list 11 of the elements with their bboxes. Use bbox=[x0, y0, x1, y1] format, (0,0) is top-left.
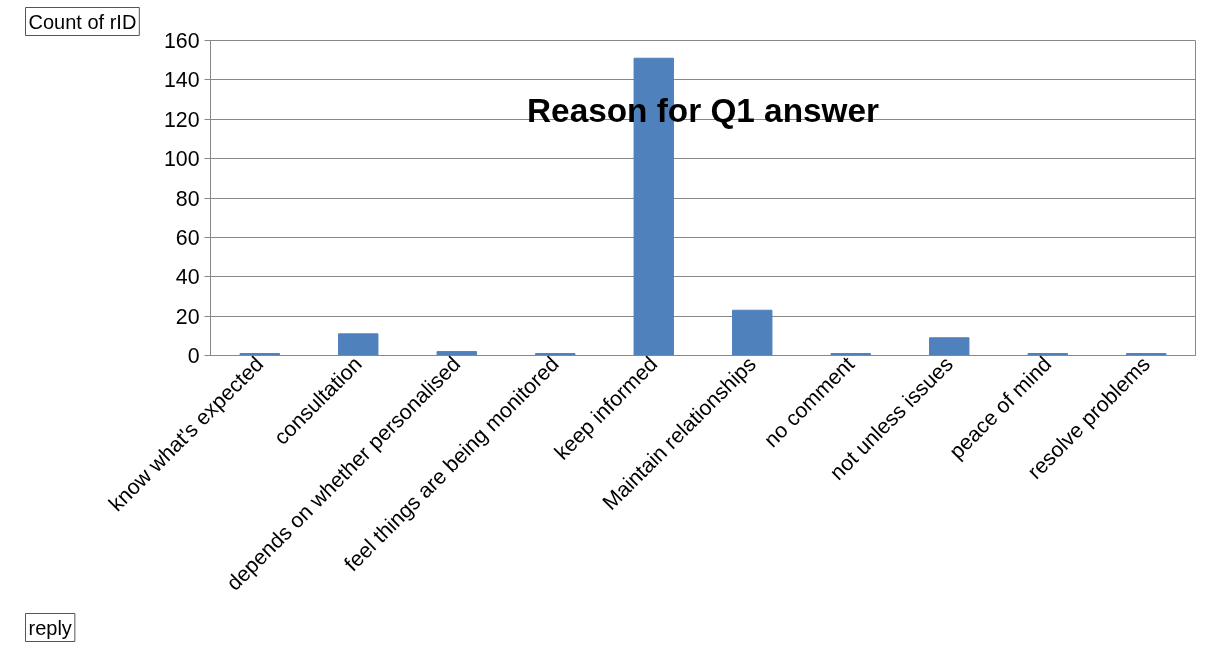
y-tick-label: 140 bbox=[163, 68, 200, 93]
y-tick-label: 60 bbox=[175, 225, 200, 250]
y-tick-label: 80 bbox=[175, 186, 200, 211]
y-axis-title: Count of rID bbox=[28, 10, 137, 33]
y-tick-label: 0 bbox=[187, 344, 200, 368]
x-axis-title: reply bbox=[28, 616, 72, 639]
y-tick-label: 40 bbox=[175, 265, 200, 290]
y-tick-label: 100 bbox=[163, 147, 200, 172]
y-tick-label: 160 bbox=[163, 29, 200, 53]
y-tick-label: 20 bbox=[175, 304, 200, 329]
y-tick-label: 120 bbox=[163, 107, 200, 132]
